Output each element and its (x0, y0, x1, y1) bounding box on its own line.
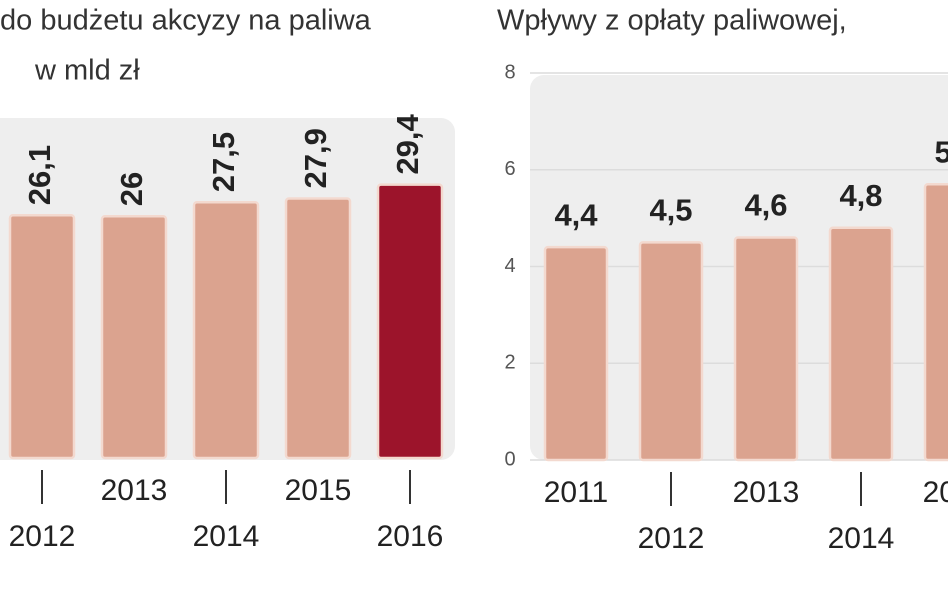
chart-title: do budżetu akcyzy na paliwa (0, 5, 372, 37)
x-tick-label: 2012 (9, 520, 76, 553)
y-tick-label: 0 (504, 448, 515, 470)
bar (376, 183, 444, 460)
y-tick-label: 8 (504, 61, 515, 83)
bar (828, 226, 894, 462)
value-label: 29,4 (390, 113, 425, 174)
value-label: 27,9 (298, 128, 333, 188)
bar (284, 197, 352, 460)
chart-subtitle: w mld zł (34, 55, 140, 87)
y-tick-label: 2 (504, 352, 515, 374)
x-tick-label: 2013 (101, 474, 168, 507)
value-label: 26 (114, 172, 149, 206)
x-tick-label: 2015 (923, 476, 948, 509)
y-tick-label: 4 (504, 255, 515, 277)
value-label: 4,6 (744, 188, 787, 223)
bar (733, 236, 799, 462)
x-tick-label: 2012 (638, 522, 705, 555)
chart-title: Wpływy z opłaty paliwowej, (497, 5, 847, 37)
value-label: 4,4 (554, 197, 598, 232)
value-label: 5,7 (934, 134, 948, 169)
value-label: 4,5 (649, 193, 692, 228)
bar (923, 183, 948, 462)
bar (543, 245, 609, 462)
y-tick-label: 6 (504, 158, 515, 180)
x-tick-label: 2014 (193, 520, 260, 553)
bar (100, 214, 168, 460)
x-tick-label: 2013 (733, 476, 800, 509)
x-tick-label: 2014 (828, 522, 895, 555)
value-label: 4,8 (839, 178, 882, 213)
bar (638, 241, 704, 462)
value-label: 26,1 (22, 145, 57, 205)
x-tick-label: 2016 (377, 520, 444, 553)
value-label: 27,5 (206, 132, 241, 192)
x-tick-label: 2015 (285, 474, 352, 507)
bar (8, 214, 76, 460)
bar (192, 201, 260, 460)
x-tick-label: 2011 (544, 476, 609, 509)
